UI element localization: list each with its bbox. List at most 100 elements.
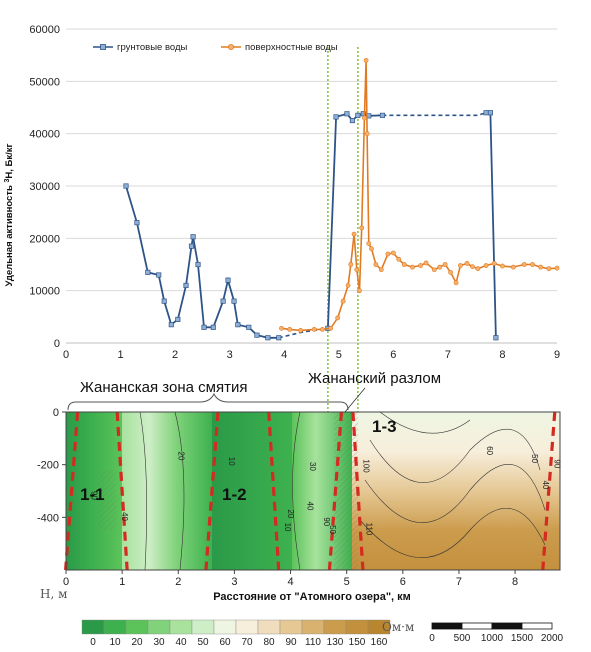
- x-tick-label: 9: [554, 349, 560, 361]
- groundwater-point: [220, 298, 226, 304]
- surface-point: [359, 225, 365, 231]
- x-tick-label: 3: [227, 349, 233, 361]
- x-tick-label: 7: [445, 349, 451, 361]
- surface-point: [401, 262, 407, 267]
- groundwater-point: [379, 112, 385, 118]
- fault-pointer: [344, 387, 366, 413]
- groundwater-point: [483, 110, 489, 116]
- scalebar-label: 0: [429, 633, 435, 644]
- scalebar-label: 1500: [511, 633, 534, 644]
- section-y-tick-label: -400: [37, 512, 59, 524]
- scalebar-label: 500: [454, 633, 471, 644]
- hatched-zone-a: [334, 412, 358, 570]
- colorbar-swatch: [213, 619, 237, 635]
- groundwater-point: [355, 112, 361, 118]
- surface-point: [357, 288, 362, 294]
- groundwater-point: [225, 277, 231, 283]
- isoline-label: 30: [308, 462, 317, 471]
- section-x-tick-label: 1: [119, 576, 125, 588]
- surface-point: [363, 58, 369, 63]
- groundwater-point: [254, 332, 260, 338]
- colorbar-label: 90: [285, 637, 297, 648]
- groundwater-drop: [486, 111, 497, 338]
- groundwater-point: [190, 234, 196, 240]
- surface-point: [320, 326, 325, 332]
- surface-point: [448, 269, 454, 275]
- isoline-label: 10: [283, 523, 292, 532]
- section-x-label: Расстояние от "Атомного озера", км: [213, 591, 411, 603]
- groundwater-point: [231, 298, 237, 304]
- colorbar-label: 30: [153, 637, 165, 648]
- y-tick-label: 10000: [29, 286, 60, 298]
- surface-point: [279, 325, 284, 331]
- surface-point: [351, 231, 357, 237]
- groundwater-point: [188, 243, 195, 249]
- groundwater-point: [175, 316, 181, 323]
- isoline-label: 20: [176, 452, 185, 461]
- colorbar-label: 20: [131, 637, 143, 648]
- colorbar-swatch: [235, 619, 259, 635]
- zone-fill-2: [122, 412, 212, 570]
- isoline-label: 50: [530, 454, 539, 463]
- section-y-tick-label: 0: [53, 407, 59, 419]
- groundwater-point: [145, 269, 151, 275]
- colorbar-label: 50: [197, 637, 209, 648]
- surface-point: [510, 264, 516, 270]
- surface-point: [385, 251, 391, 257]
- groundwater-point: [276, 335, 282, 341]
- groundwater-line-high: [327, 112, 383, 329]
- section-x-tick-label: 5: [344, 576, 350, 588]
- colorbar-label: 40: [175, 637, 187, 648]
- fault-line: [327, 411, 344, 571]
- contour-lobe-1: [139, 411, 147, 571]
- isoline-label: 10: [227, 457, 236, 466]
- section-x-tick-label: 7: [456, 576, 462, 588]
- scalebar-segment: [491, 622, 523, 630]
- legend-label-groundwater: грунтовые воды: [117, 42, 188, 53]
- contour-lobe-3: [292, 411, 301, 571]
- groundwater-point: [123, 183, 129, 189]
- contour-lobe-5: [364, 464, 546, 523]
- colorbar-swatch: [125, 619, 149, 635]
- surface-point: [369, 246, 374, 252]
- grid: [66, 28, 557, 344]
- hatched-zone-b: [98, 470, 116, 530]
- surface-point: [396, 256, 402, 262]
- colorbar-swatch: [191, 619, 215, 635]
- isoline-label: 40: [120, 512, 129, 521]
- isoline-label: 60: [485, 446, 494, 455]
- surface-point: [335, 315, 341, 321]
- isoline-label: 40: [305, 502, 314, 511]
- colorbar-unit: Ом·м: [382, 620, 414, 634]
- section-x-tick-label: 2: [175, 576, 181, 588]
- section-axes: 0 1 2 3 4 5 6 7 8 0 -200 -400: [37, 407, 561, 588]
- surface-point: [298, 328, 303, 333]
- section-frame: [65, 411, 561, 571]
- colorbar-label: 130: [327, 637, 344, 648]
- x-tick-label: 1: [117, 349, 123, 361]
- isoline-label: 110: [364, 523, 373, 536]
- colorbar-swatch: [345, 619, 369, 635]
- section-fill: [66, 411, 560, 571]
- surface-point: [554, 265, 560, 271]
- surface-point: [500, 263, 505, 269]
- surface-point: [437, 264, 443, 270]
- scale-bar: 0 500 1000 1500 2000: [429, 622, 564, 644]
- groundwater-point: [161, 298, 167, 304]
- groundwater-point: [134, 220, 140, 226]
- surface-point: [470, 264, 475, 269]
- contour-lobe-2: [174, 411, 185, 571]
- surface-point: [354, 267, 360, 273]
- groundwater-dashed: [382, 111, 487, 117]
- groundwater-point: [195, 261, 201, 268]
- zone-label-1-3: 1-3: [372, 417, 397, 436]
- x-tick-label: 0: [63, 349, 69, 361]
- surface-point: [530, 262, 535, 267]
- fault-line: [351, 411, 365, 571]
- section-x-tick-label: 0: [63, 576, 69, 588]
- x-tick-labels: 0 1 2 3 4 5 6 7 8 9: [63, 349, 560, 361]
- fault-line: [267, 411, 281, 571]
- surface-point: [348, 262, 354, 267]
